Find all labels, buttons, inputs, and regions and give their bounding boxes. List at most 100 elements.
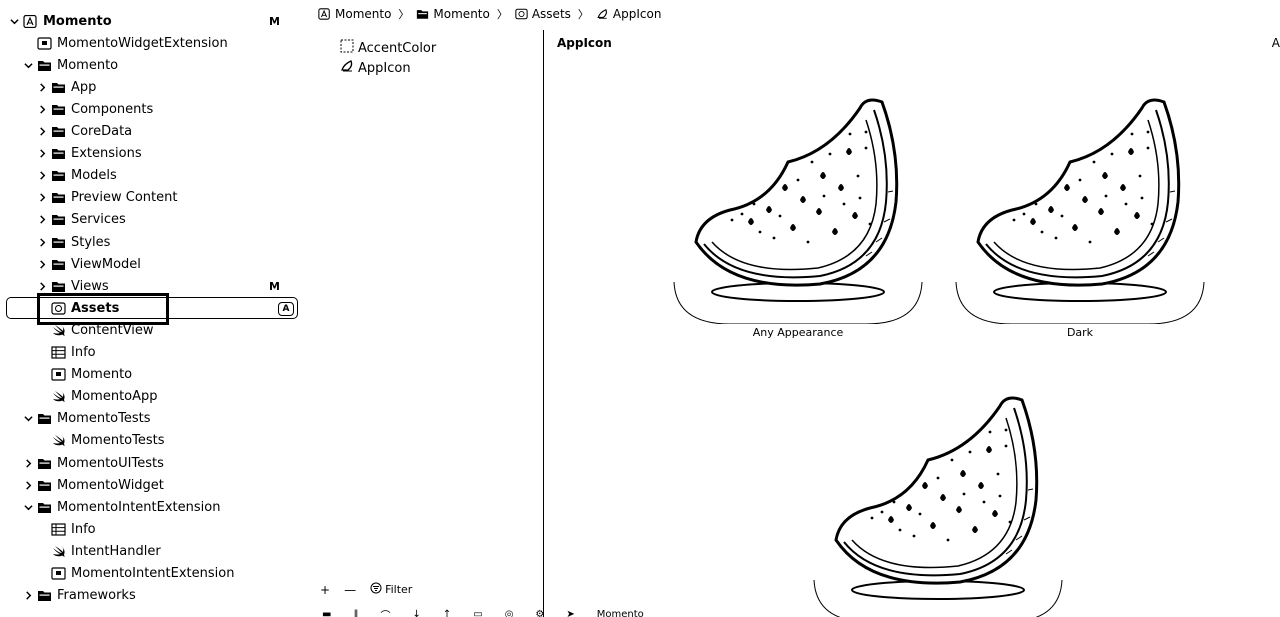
navigator-item-label: MomentoWidgetExtension — [57, 35, 228, 51]
pause-icon[interactable]: ‖ — [353, 608, 359, 617]
watermelon-icon — [952, 92, 1208, 324]
navigator-item-styles[interactable]: Styles — [36, 231, 300, 253]
folder-icon — [36, 456, 52, 470]
navigator-item-label: IntentHandler — [71, 543, 161, 559]
chevron-spacer — [36, 435, 48, 447]
asset-item-appicon[interactable]: AppIcon — [340, 58, 411, 78]
folder-icon — [50, 191, 66, 205]
environment-icon[interactable]: ⚙ — [535, 608, 545, 617]
console-toggle-icon[interactable]: ▬ — [322, 608, 332, 617]
chevron-down-icon[interactable] — [8, 15, 20, 27]
icon-well-tinted[interactable] — [810, 390, 1066, 617]
folder-icon — [50, 125, 66, 139]
memory-graph-icon[interactable]: ◎ — [504, 608, 514, 617]
navigator-item-info[interactable]: Info — [36, 342, 300, 364]
chevron-spacer — [36, 324, 48, 336]
chevron-right-icon[interactable] — [36, 236, 48, 248]
folder-icon — [50, 279, 66, 293]
navigator-item-components[interactable]: Components — [36, 98, 300, 120]
chevron-spacer — [36, 347, 48, 359]
chevron-right-icon[interactable] — [36, 192, 48, 204]
asset-item-label: AccentColor — [358, 40, 437, 56]
asset-item-accentcolor[interactable]: AccentColor — [340, 38, 436, 58]
plist-icon — [50, 346, 66, 360]
breadcrumb-item-assets[interactable]: Assets — [515, 7, 571, 21]
step-into-icon[interactable]: ↓ — [412, 608, 421, 617]
chevron-down-icon[interactable] — [22, 501, 34, 513]
chevron-down-icon[interactable] — [22, 413, 34, 425]
navigator-item-label: CoreData — [71, 124, 133, 139]
navigator-item-momentointentextension[interactable]: MomentoIntentExtension — [36, 563, 300, 585]
project-icon — [22, 14, 38, 28]
folder-icon — [50, 147, 66, 161]
chevron-right-icon[interactable] — [36, 126, 48, 138]
navigator-item-viewmodel[interactable]: ViewModel — [36, 253, 300, 275]
appicon-icon — [340, 59, 354, 77]
breadcrumb-separator-icon: 〉 — [577, 8, 589, 21]
simulate-location-icon[interactable]: ➤ — [566, 608, 575, 617]
navigator-item-app[interactable]: App — [36, 76, 300, 98]
editor-title: AppIcon — [557, 36, 612, 50]
navigator-item-info[interactable]: Info — [36, 518, 300, 540]
well-label: Dark — [1066, 326, 1094, 339]
chevron-right-icon[interactable] — [22, 590, 34, 602]
navigator-item-assets[interactable]: Assets — [36, 297, 300, 319]
icon-well-any-appearance[interactable]: Any Appearance — [670, 92, 926, 342]
chevron-right-icon[interactable] — [36, 81, 48, 93]
folder-icon — [50, 102, 66, 116]
project-navigator: Momento M MomentoWidgetExtension Momento App… — [0, 0, 310, 617]
navigator-item-coredata[interactable]: CoreData — [36, 121, 300, 143]
navigator-item-frameworks[interactable]: Frameworks — [22, 585, 300, 607]
navigator-item-momento[interactable]: Momento — [22, 54, 300, 76]
filter-field[interactable]: Filter — [370, 582, 412, 597]
navigator-item-views[interactable]: Views M — [36, 275, 300, 297]
icon-well-dark[interactable]: Dark — [952, 92, 1208, 342]
navigator-item-momentouitests[interactable]: MomentoUITests — [22, 452, 300, 474]
navigator-item-label: App — [71, 79, 97, 95]
chevron-right-icon[interactable] — [36, 258, 48, 270]
step-out-icon[interactable]: ↑ — [442, 608, 452, 617]
navigator-item-label: MomentoUITests — [57, 455, 164, 471]
navigator-item-preview-content[interactable]: Preview Content — [36, 187, 300, 209]
chevron-right-icon[interactable] — [36, 214, 48, 226]
navigator-item-contentview[interactable]: ContentView — [36, 319, 300, 341]
navigator-item-label: Assets — [71, 300, 120, 316]
filter-icon — [370, 582, 382, 597]
chevron-right-icon[interactable] — [22, 479, 34, 491]
navigator-item-extensions[interactable]: Extensions — [36, 143, 300, 165]
navigator-item-momento[interactable]: Momento — [36, 364, 300, 386]
watermelon-icon — [810, 390, 1066, 617]
chevron-right-icon[interactable] — [22, 457, 34, 469]
selected-row-highlight — [6, 297, 298, 319]
add-asset-button[interactable]: + — [320, 582, 331, 597]
breadcrumb-label: Assets — [531, 7, 571, 21]
navigator-item-intenthandler[interactable]: IntentHandler — [36, 540, 300, 562]
navigator-item-momentotests[interactable]: MomentoTests — [22, 408, 300, 430]
scheme-label: Momento — [596, 608, 644, 617]
chevron-right-icon[interactable] — [36, 103, 48, 115]
navigator-item-momentointentextension[interactable]: MomentoIntentExtension — [22, 496, 300, 518]
chevron-right-icon[interactable] — [36, 170, 48, 182]
chevron-down-icon[interactable] — [22, 59, 34, 71]
breadcrumb-item-momento[interactable]: Momento — [416, 7, 490, 21]
breadcrumb-item-appicon[interactable]: AppIcon — [596, 7, 661, 21]
navigator-item-services[interactable]: Services — [36, 209, 300, 231]
navigator-item-momentowidget[interactable]: MomentoWidget — [22, 474, 300, 496]
chevron-right-icon[interactable] — [36, 148, 48, 160]
navigator-item-models[interactable]: Models — [36, 165, 300, 187]
remove-asset-button[interactable]: — — [344, 582, 357, 597]
navigator-item-momentowidgetextension[interactable]: MomentoWidgetExtension — [22, 32, 300, 54]
breadcrumb-item-momento[interactable]: Momento — [318, 7, 391, 21]
scm-modified-badge: M — [269, 14, 280, 28]
navigator-item-label: MomentoTests — [57, 411, 151, 427]
step-over-icon[interactable]: ⌒ — [380, 610, 391, 617]
navigator-item-momento[interactable]: Momento M — [8, 10, 300, 32]
chevron-right-icon[interactable] — [36, 280, 48, 292]
navigator-item-momentoapp[interactable]: MomentoApp — [36, 386, 300, 408]
navigator-item-label: MomentoIntentExtension — [71, 566, 235, 581]
view-hierarchy-icon[interactable]: ▭ — [473, 608, 483, 617]
navigator-item-label: Preview Content — [71, 190, 178, 206]
navigator-item-label: Momento — [43, 13, 112, 29]
chevron-spacer — [36, 545, 48, 557]
navigator-item-momentotests[interactable]: MomentoTests — [36, 430, 300, 452]
